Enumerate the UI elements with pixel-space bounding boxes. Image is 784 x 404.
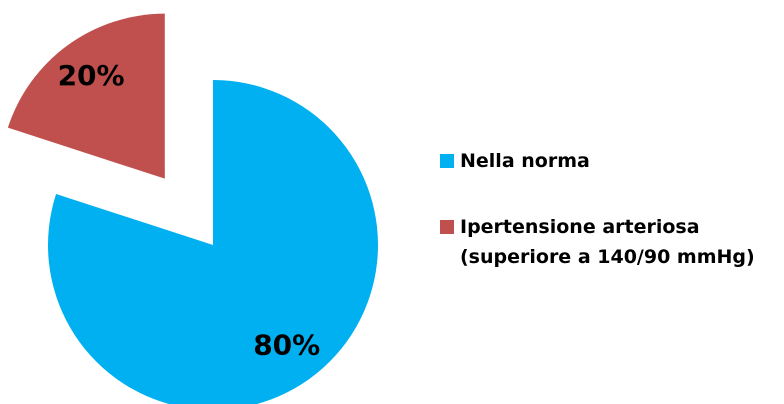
legend-item: Ipertensione arteriosa (superiore a 140/… (440, 212, 780, 272)
legend-label: Ipertensione arteriosa (superiore a 140/… (460, 216, 755, 268)
legend-label: Nella norma (460, 150, 590, 172)
legend: Nella norma Ipertensione arteriosa (super… (440, 146, 780, 308)
data-label: 20% (58, 59, 125, 92)
data-label: 80% (253, 328, 320, 361)
legend-swatch (440, 220, 454, 234)
legend-swatch (440, 154, 454, 168)
pie-slice (7, 13, 165, 179)
pie-slice (48, 80, 378, 404)
legend-item: Nella norma (440, 146, 780, 176)
